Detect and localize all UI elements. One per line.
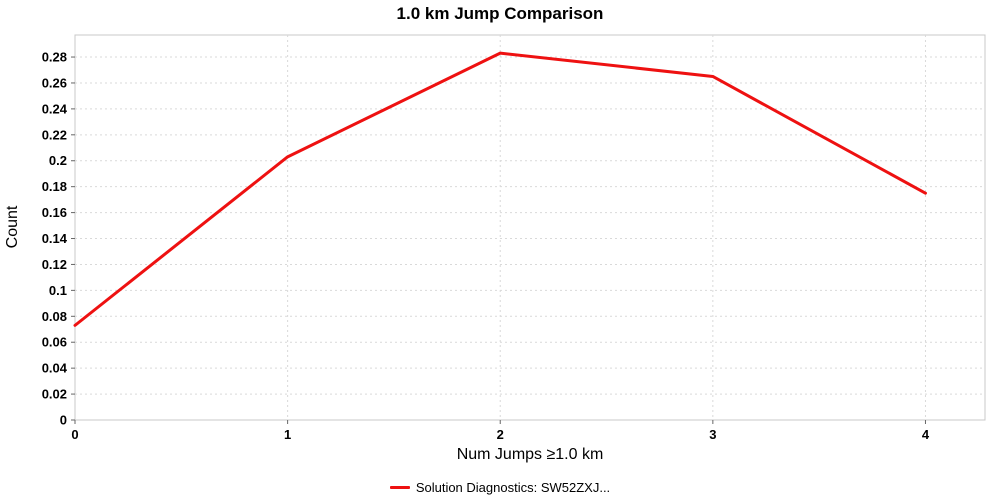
- y-tick-label: 0.26: [42, 75, 67, 90]
- x-tick-label: 4: [922, 427, 930, 442]
- y-tick-label: 0.02: [42, 387, 67, 402]
- y-tick-label: 0.1: [49, 283, 67, 298]
- series-line: [73, 51, 927, 327]
- chart-title: 1.0 km Jump Comparison: [396, 4, 604, 23]
- y-tick-label: 0.04: [42, 361, 68, 376]
- y-tick-label: 0.24: [42, 101, 68, 116]
- y-tick-label: 0.22: [42, 127, 67, 142]
- y-tick-label: 0.06: [42, 335, 67, 350]
- y-tick-label: 0.14: [42, 231, 68, 246]
- x-tick-label: 3: [709, 427, 716, 442]
- y-tick-label: 0.12: [42, 257, 67, 272]
- legend-label: Solution Diagnostics: SW52ZXJ...: [415, 480, 611, 495]
- plot-border: [74, 34, 986, 421]
- legend-line-marker: [389, 486, 410, 489]
- y-tick-label: 0: [60, 413, 67, 428]
- x-tick-label: 2: [497, 427, 504, 442]
- legend: Solution Diagnostics: SW52ZXJ...: [0, 480, 1000, 495]
- y-tick-label: 0.16: [42, 205, 67, 220]
- y-tick-label: 0.28: [42, 50, 67, 65]
- x-tick-label: 0: [71, 427, 78, 442]
- y-tick-label: 0.2: [49, 153, 67, 168]
- y-axis-label: Count: [4, 205, 21, 249]
- x-tick-label: 1: [284, 427, 291, 442]
- y-tick-label: 0.08: [42, 309, 67, 324]
- y-tick-label: 0.18: [42, 179, 67, 194]
- x-axis-label: Num Jumps ≥1.0 km: [456, 446, 604, 463]
